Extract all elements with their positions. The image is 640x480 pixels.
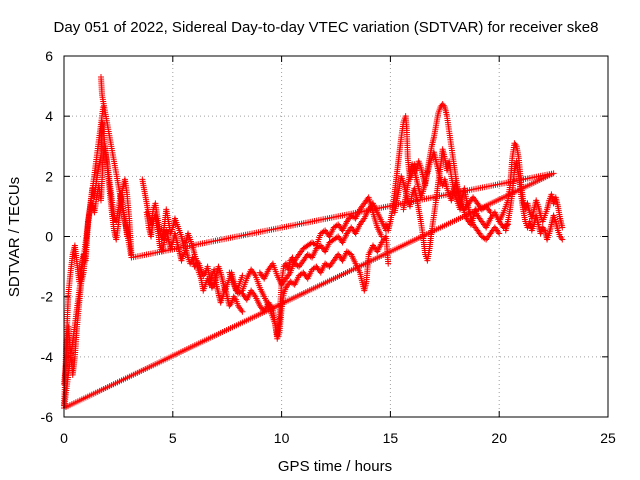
series-outliers [61,74,557,411]
series-track_8 [383,101,511,234]
plot-frame [63,55,609,418]
series-track_7 [256,194,385,288]
data-point [100,104,107,111]
x-tick-label: 10 [274,430,290,446]
x-tick-label: 20 [491,430,507,446]
data-point [496,230,503,237]
series-track_3 [139,176,246,294]
x-tick-labels: 0 5 10 15 20 25 [60,430,616,446]
data-point [239,308,246,315]
data-point [559,236,566,243]
data-point [311,264,318,271]
y-tick-label: 4 [45,108,53,124]
y-tick-label: -6 [41,409,54,425]
data-point [378,233,385,240]
y-tick-label: -2 [41,289,54,305]
series-track_10 [400,149,494,216]
series-track_4 [143,209,246,315]
y-axis-label: SDTVAR / TECUs [6,177,23,297]
data-point [298,270,305,277]
x-tick-label: 15 [383,430,399,446]
data-point [559,224,566,231]
x-tick-label: 0 [60,430,68,446]
x-axis-label: GPS time / hours [278,458,392,475]
data-point [325,262,332,269]
data-point [333,234,340,241]
data-points [61,74,566,411]
data-point [481,235,488,242]
data-point [239,272,246,279]
data-point [333,222,340,229]
x-tick-label: 5 [169,430,177,446]
y-tick-label: 6 [45,48,53,64]
y-tick-label: 0 [45,229,53,245]
data-point [385,260,392,267]
data-point [487,209,494,216]
chart-title: Day 051 of 2022, Sidereal Day-to-day VTE… [54,19,599,36]
x-tick-label: 25 [600,430,616,446]
data-point [320,228,327,235]
data-point [316,243,323,250]
y-tick-label: -4 [41,349,54,365]
y-tick-labels: -6 -4 -2 0 2 4 6 [41,48,54,425]
y-tick-label: 2 [45,168,53,184]
data-point [294,262,301,269]
